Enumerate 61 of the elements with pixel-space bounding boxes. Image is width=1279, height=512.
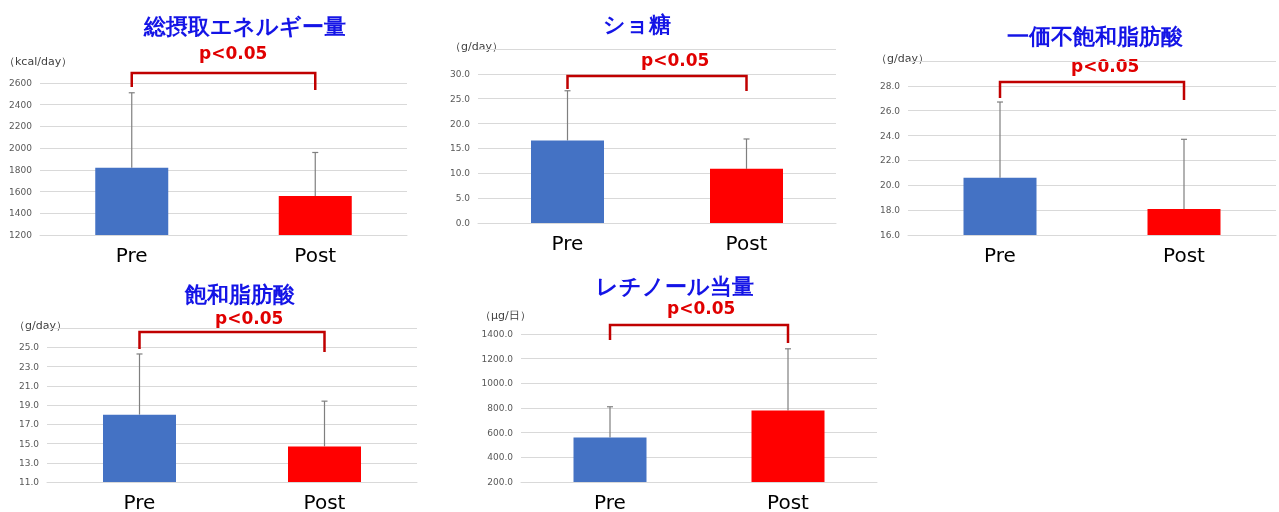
y-tick-label: 25.0 (18, 342, 40, 353)
y-axis-title: （kcal/day） (4, 55, 73, 68)
x-tick-label: Pre (594, 490, 626, 512)
x-tick-label: Post (303, 490, 346, 512)
y-tick-label: 18.0 (879, 205, 901, 216)
y-tick-label: 21.0 (18, 380, 40, 391)
x-tick-label: Post (294, 243, 337, 267)
chart-title: 総摂取エネルギー量 (143, 13, 346, 39)
y-tick-label: 16.0 (879, 230, 901, 240)
x-tick-label: Pre (115, 243, 148, 267)
y-tick-label: 1200.0 (481, 353, 514, 364)
y-tick-label: 5.0 (455, 193, 471, 204)
text: p<0.05 (199, 42, 268, 63)
y-axis-title: （g/day） (876, 52, 929, 65)
y-tick-label: 0.0 (455, 218, 471, 228)
y-tick-label: 2600 (9, 78, 33, 88)
y-tick-label: 600.0 (487, 427, 514, 438)
y-tick-label: 1400 (9, 208, 33, 219)
y-tick-label: 10.0 (449, 168, 471, 179)
y-tick-label: 19.0 (18, 400, 40, 410)
y-tick-label: 1200 (9, 230, 33, 240)
y-tick-label: 20.0 (879, 180, 901, 191)
y-tick-label: 1600 (9, 186, 33, 197)
y-tick-label: 20.0 (449, 118, 471, 129)
x-tick-label: Post (1163, 243, 1206, 267)
y-tick-label: 25.0 (449, 93, 471, 104)
chart-title: ショ糖 (603, 11, 671, 37)
y-tick-label: 17.0 (18, 419, 40, 430)
y-axis-title: （g/day） (14, 319, 67, 332)
x-tick-label: Post (767, 490, 810, 512)
y-tick-label: 1400.0 (481, 329, 514, 339)
y-tick-label: 24.0 (879, 130, 901, 141)
x-tick-label: Pre (551, 231, 584, 255)
y-tick-label: 1000.0 (481, 378, 514, 389)
y-tick-label: 800.0 (487, 403, 514, 413)
chart-title: 飽和脂肪酸 (184, 281, 296, 307)
y-tick-label: 23.0 (18, 361, 40, 372)
y-tick-label: 11.0 (18, 477, 40, 487)
y-tick-label: 2400 (9, 99, 33, 110)
y-tick-label: 1800 (9, 164, 33, 175)
y-tick-label: 2000 (9, 143, 33, 154)
chart-title: 一価不飽和脂肪酸 (1007, 23, 1184, 49)
chart-title: レチノール当量 (596, 273, 754, 299)
y-tick-label: 26.0 (879, 105, 901, 116)
x-tick-label: Pre (984, 243, 1016, 267)
x-tick-label: Pre (123, 490, 156, 512)
y-tick-label: 30.0 (449, 68, 471, 79)
text: p<0.05 (215, 307, 284, 328)
text: p<0.05 (667, 297, 736, 318)
y-tick-label: 400.0 (487, 452, 514, 463)
annotation: p<0.05 (641, 49, 710, 70)
y-tick-label: 28.0 (879, 80, 901, 91)
y-tick-label: 13.0 (18, 457, 40, 468)
y-tick-label: 15.0 (449, 143, 471, 154)
y-tick-label: 22.0 (879, 155, 901, 166)
annotation: p<0.05 (1071, 55, 1140, 76)
y-tick-label: 200.0 (487, 477, 514, 487)
y-axis-title: （µg/日） (480, 309, 531, 322)
y-tick-label: 15.0 (18, 438, 40, 449)
x-tick-label: Post (725, 231, 768, 255)
y-tick-label: 2200 (9, 121, 33, 132)
